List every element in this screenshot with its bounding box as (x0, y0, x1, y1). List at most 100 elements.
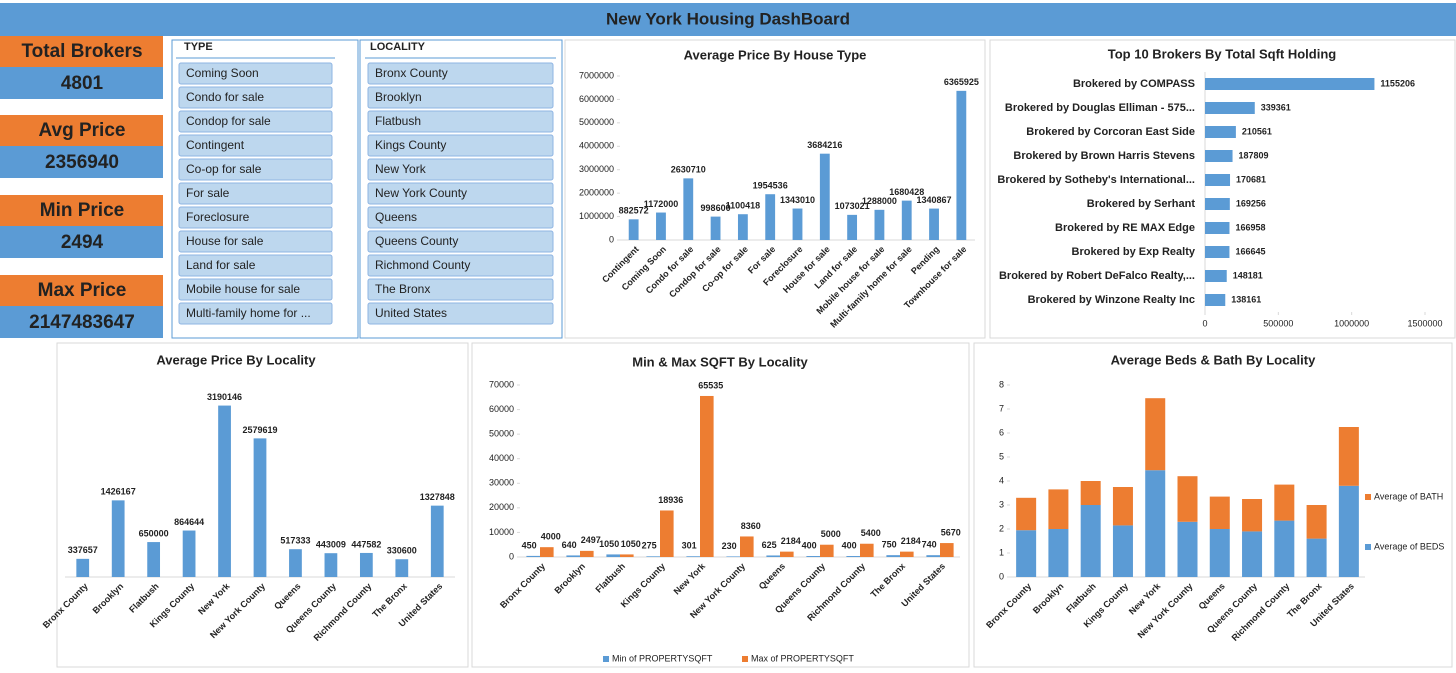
slicer-item-label[interactable]: New York County (375, 186, 467, 200)
slicer-item[interactable] (178, 86, 333, 109)
bar (147, 542, 161, 577)
data-label: 650000 (139, 528, 169, 538)
slicer-item[interactable] (367, 230, 554, 253)
kpi-label: Max Price (38, 280, 127, 301)
slicer-item[interactable] (367, 86, 554, 109)
bar (726, 556, 740, 557)
slicer-item-label[interactable]: Queens (375, 210, 417, 224)
y-tick-label: Brokered by Corcoran East Side (1026, 126, 1195, 138)
slicer-item-label[interactable]: Foreclosure (186, 210, 250, 224)
data-label: 275 (642, 541, 657, 551)
slicer-item[interactable] (367, 302, 554, 325)
slicer-item-label[interactable]: House for sale (186, 234, 264, 248)
bar (566, 555, 580, 557)
bar (646, 556, 660, 557)
data-label: 330600 (387, 546, 417, 556)
bar (182, 530, 196, 577)
slicer-item-label[interactable]: Multi-family home for ... (186, 306, 311, 320)
slicer-item[interactable] (178, 134, 333, 157)
slicer-item[interactable] (367, 158, 554, 181)
data-label: 1172000 (644, 199, 679, 209)
bar (660, 510, 674, 557)
kpi-value: 2356940 (45, 152, 119, 173)
y-tick-label: 20000 (489, 502, 514, 512)
slicer-item-label[interactable]: United States (375, 306, 447, 320)
kpi-value: 2147483647 (29, 312, 135, 333)
y-tick-label: Brokered by Robert DeFalco Realty,... (999, 270, 1195, 282)
bar (606, 554, 620, 557)
data-label: 8360 (741, 521, 761, 531)
data-label: 2630710 (671, 165, 706, 175)
slicer-item-label[interactable]: The Bronx (375, 282, 430, 296)
y-tick-label: Brokered by RE MAX Edge (1055, 222, 1195, 234)
slicer-item[interactable] (367, 254, 554, 277)
slicer-item-label[interactable]: For sale (186, 186, 230, 200)
y-tick-label: 60000 (489, 404, 514, 414)
bar-segment (1145, 398, 1166, 471)
slicer-item[interactable] (178, 254, 333, 277)
slicer-item-label[interactable]: Condo for sale (186, 90, 264, 104)
data-label: 18936 (658, 495, 683, 505)
slicer-item[interactable] (178, 230, 333, 253)
bar (860, 543, 874, 557)
slicer-item-label[interactable]: Brooklyn (375, 90, 422, 104)
data-label: 1426167 (101, 487, 136, 497)
slicer-item[interactable] (178, 182, 333, 205)
y-tick-label: Brokered by Serhant (1087, 198, 1196, 210)
slicer-item-label[interactable]: Condop for sale (186, 114, 271, 128)
data-label: 148181 (1233, 270, 1263, 280)
slicer-item[interactable] (178, 206, 333, 229)
data-label: 2184 (901, 536, 921, 546)
kpi-label-box (0, 195, 163, 226)
bar (846, 556, 860, 557)
bar (820, 544, 834, 557)
slicer-item-label[interactable]: Bronx County (375, 66, 448, 80)
legend-label: Average of BATH (1374, 491, 1443, 501)
bar (580, 550, 594, 557)
legend-label: Min of PROPERTYSQFT (612, 653, 713, 663)
slicer-item-label[interactable]: Contingent (186, 138, 245, 152)
slicer-item[interactable] (367, 110, 554, 133)
bar (737, 214, 748, 240)
data-label: 882572 (619, 206, 649, 216)
data-label: 447582 (351, 539, 381, 549)
bar (1205, 174, 1231, 186)
slicer-item[interactable] (178, 110, 333, 133)
slicer-item[interactable] (178, 302, 333, 325)
y-tick-label: 4 (999, 475, 1004, 485)
slicer-item[interactable] (178, 62, 333, 85)
kpi-value-box (0, 67, 163, 99)
slicer-item-label[interactable]: Queens County (375, 234, 458, 248)
y-tick-label: 3 (999, 499, 1004, 509)
slicer-item-label[interactable]: Kings County (375, 138, 446, 152)
bar (430, 505, 444, 577)
chart-title: Average Beds & Bath By Locality (1111, 352, 1316, 367)
y-tick-label: 0 (609, 234, 614, 244)
slicer-item-label[interactable]: Richmond County (375, 258, 470, 272)
slicer-item-label[interactable]: Land for sale (186, 258, 256, 272)
bar-segment (1177, 476, 1198, 522)
y-tick-label: 30000 (489, 478, 514, 488)
slicer-item[interactable] (178, 278, 333, 301)
slicer-item[interactable] (367, 134, 554, 157)
slicer-item-label[interactable]: Flatbush (375, 114, 421, 128)
bar (700, 395, 714, 557)
slicer-item[interactable] (367, 182, 554, 205)
data-label: 65535 (698, 380, 723, 390)
slicer-item[interactable] (178, 158, 333, 181)
slicer-item[interactable] (367, 278, 554, 301)
bar (765, 194, 776, 240)
slicer-item-label[interactable]: New York (375, 162, 427, 176)
bar-segment (1048, 489, 1069, 529)
bar-segment (1274, 484, 1295, 521)
slicer-item[interactable] (367, 206, 554, 229)
bar (526, 555, 540, 557)
data-label: 6365925 (944, 77, 979, 87)
slicer-item-label[interactable]: Co-op for sale (186, 162, 262, 176)
slicer-item-label[interactable]: Mobile house for sale (186, 282, 300, 296)
slicer-item[interactable] (367, 62, 554, 85)
data-label: 169256 (1236, 198, 1266, 208)
data-label: 166958 (1235, 222, 1265, 232)
slicer-item-label[interactable]: Coming Soon (186, 66, 259, 80)
